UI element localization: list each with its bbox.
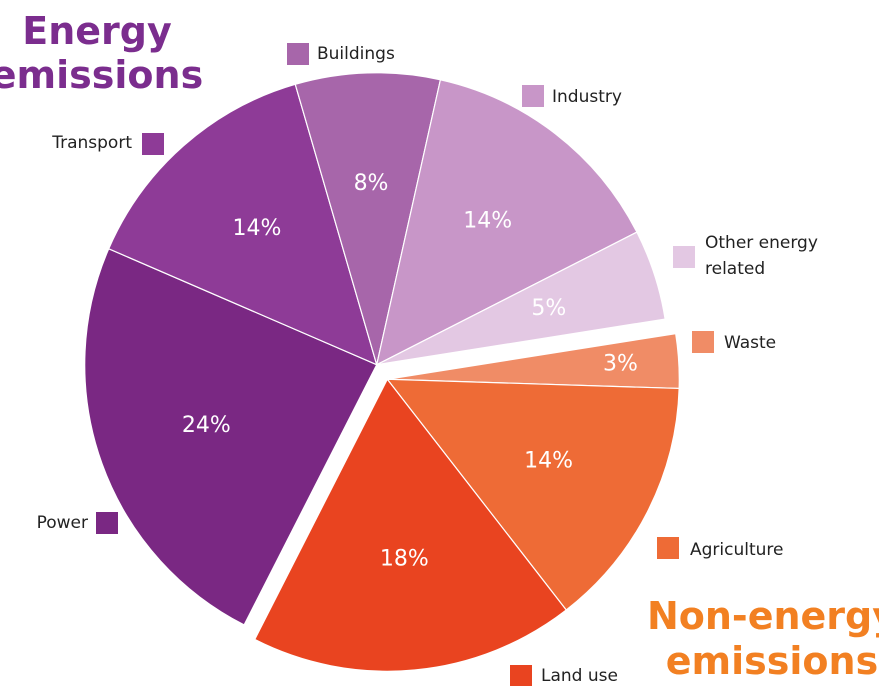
legend-label: Power: [37, 513, 88, 533]
pie-slice: [376, 231, 666, 366]
value-label: 5%: [531, 296, 566, 321]
group-title-line: Non-energy: [647, 594, 879, 638]
value-label: 24%: [182, 413, 231, 438]
value-label: 3%: [603, 352, 638, 377]
legend-label: Other energy related: [705, 233, 818, 279]
legend-swatch: [96, 512, 118, 534]
pie-slice: [386, 378, 680, 611]
legend-label: Agriculture: [690, 540, 784, 560]
legend-swatch: [522, 85, 544, 107]
group-title: Non-energy emissions: [647, 594, 879, 683]
legend-swatch: [142, 133, 164, 155]
legend-label-line: Other energy: [705, 233, 818, 253]
value-label: 18%: [380, 547, 429, 572]
pie-slice: [253, 378, 568, 672]
group-title-line: Energy: [22, 9, 172, 53]
value-label: 8%: [354, 171, 389, 196]
group-title-line: emissions: [0, 53, 203, 97]
legend-swatch: [287, 43, 309, 65]
group-title-line: emissions: [666, 639, 878, 683]
value-label: 14%: [233, 216, 282, 241]
value-label: 14%: [524, 448, 573, 473]
legend-swatch: [657, 537, 679, 559]
legend-label-line: related: [705, 259, 765, 279]
legend-label: Transport: [51, 133, 132, 153]
pie-slice: [294, 72, 442, 365]
legend-swatch: [510, 665, 532, 686]
legend-swatch: [673, 246, 695, 268]
group-title: Energy emissions: [0, 9, 203, 97]
pie-slice: [375, 79, 638, 366]
legend-label: Waste: [724, 333, 776, 353]
legend-label: Industry: [552, 87, 622, 107]
value-label: 14%: [463, 209, 512, 234]
legend-swatch: [692, 331, 714, 353]
pie-slice: [84, 247, 378, 626]
pie-slice: [107, 83, 378, 366]
legend-label: Land use: [541, 666, 618, 686]
legend-label: Buildings: [317, 44, 395, 64]
